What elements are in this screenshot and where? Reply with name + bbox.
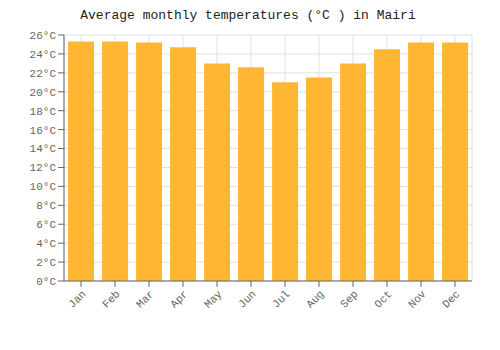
svg-text:Jul: Jul	[270, 288, 292, 310]
svg-text:Nov: Nov	[406, 288, 429, 311]
svg-text:Aug: Aug	[304, 288, 326, 310]
svg-text:2°C: 2°C	[36, 257, 56, 269]
svg-text:20°C: 20°C	[30, 87, 57, 99]
svg-text:Jun: Jun	[236, 288, 258, 310]
svg-text:May: May	[202, 288, 225, 311]
svg-text:Oct: Oct	[372, 288, 394, 310]
svg-text:24°C: 24°C	[30, 49, 57, 61]
svg-text:14°C: 14°C	[30, 143, 57, 155]
svg-text:12°C: 12°C	[30, 162, 57, 174]
html-text:Average monthly temperatures (: Average monthly temperatures (°C ) in Ma…	[80, 8, 416, 23]
svg-text:10°C: 10°C	[30, 181, 57, 193]
svg-text:26°C: 26°C	[30, 30, 57, 42]
svg-text:Feb: Feb	[100, 288, 122, 310]
svg-text:Dec: Dec	[440, 288, 462, 310]
svg-text:Sep: Sep	[338, 288, 360, 310]
svg-text:4°C: 4°C	[36, 238, 56, 250]
svg-text:Apr: Apr	[168, 288, 190, 310]
svg-text:16°C: 16°C	[30, 125, 57, 137]
svg-text:6°C: 6°C	[36, 219, 56, 231]
svg-text:Mar: Mar	[134, 288, 156, 310]
svg-text:18°C: 18°C	[30, 106, 57, 118]
svg-text:Jan: Jan	[66, 288, 88, 310]
svg-text:8°C: 8°C	[36, 200, 56, 212]
svg-text:0°C: 0°C	[36, 276, 56, 288]
svg-text:22°C: 22°C	[30, 68, 57, 80]
